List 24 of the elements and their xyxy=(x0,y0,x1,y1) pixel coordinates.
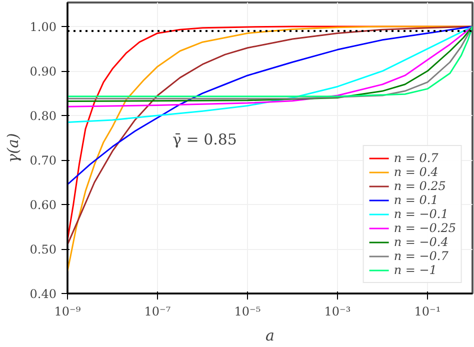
x-tick-label: 10⁻⁹ xyxy=(54,304,81,318)
y-axis-title: γ(a) xyxy=(4,133,22,163)
legend-label: n = 0.25 xyxy=(394,179,446,193)
legend-label: n = −0.25 xyxy=(394,221,456,235)
legend-label: n = −0.4 xyxy=(394,235,448,249)
y-tick-label: 0.60 xyxy=(30,198,56,212)
y-tick-label: 0.70 xyxy=(30,154,56,168)
y-tick-label: 1.00 xyxy=(30,20,56,34)
legend-label: n = 0.7 xyxy=(394,151,438,165)
annotation: γ̄ = 0.85 xyxy=(172,130,237,148)
legend-label: n = −1 xyxy=(394,263,437,277)
legend-label: n = 0.1 xyxy=(394,193,438,207)
legend-label: n = −0.7 xyxy=(394,249,448,263)
x-axis-title: a xyxy=(266,326,274,344)
x-tick-label: 10⁻¹ xyxy=(414,304,441,318)
x-tick-label: 10⁻⁵ xyxy=(234,304,261,318)
x-tick-label: 10⁻³ xyxy=(324,304,351,318)
legend-label: n = 0.4 xyxy=(394,165,438,179)
y-tick-label: 0.80 xyxy=(30,109,56,124)
legend-label: n = −0.1 xyxy=(394,207,448,221)
y-tick-label: 0.40 xyxy=(30,287,56,301)
x-tick-label: 10⁻⁷ xyxy=(144,304,171,318)
y-tick-label: 0.90 xyxy=(30,64,56,79)
y-tick-label: 0.50 xyxy=(30,242,56,257)
